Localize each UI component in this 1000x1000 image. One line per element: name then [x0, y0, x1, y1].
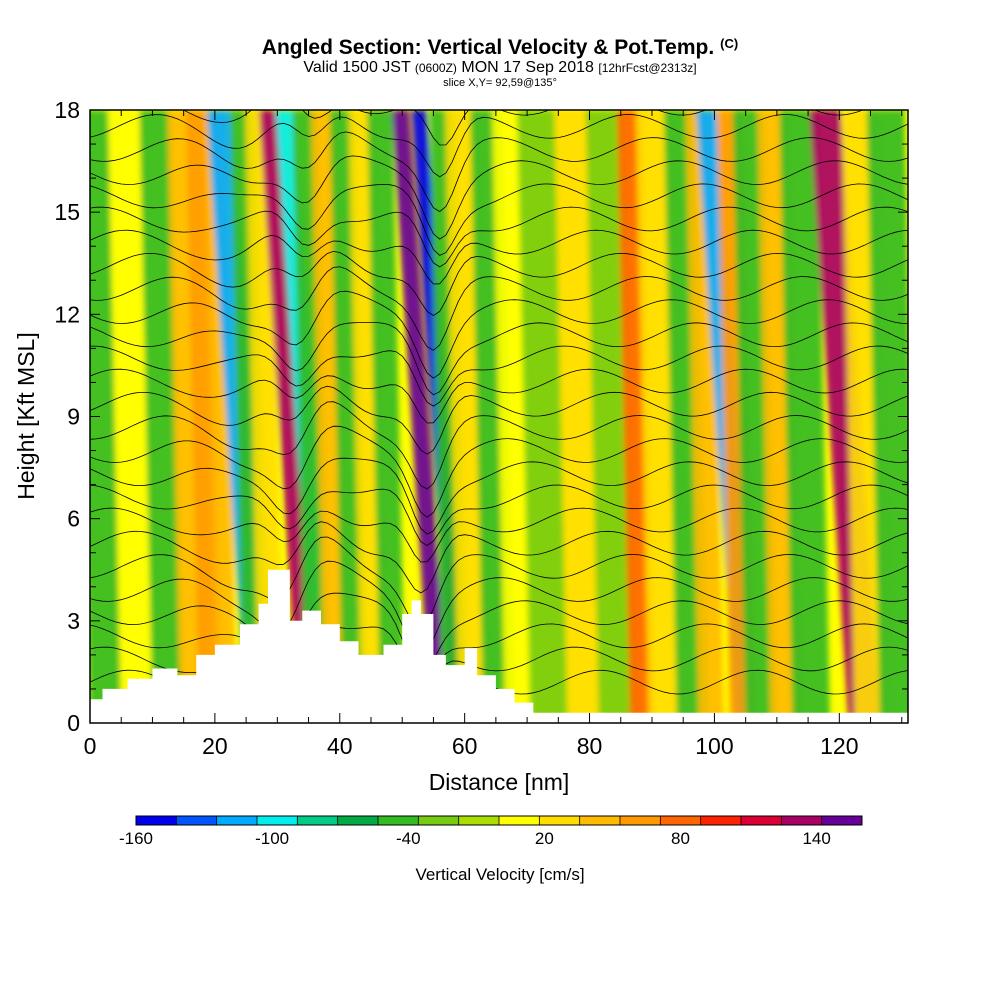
velocity-band-11	[292, 110, 331, 723]
isentrope-13	[90, 368, 908, 424]
x-tick-label: 100	[695, 733, 733, 759]
x-tick-label: 120	[820, 733, 858, 759]
chart-title: Angled Section: Vertical Velocity & Pot.…	[0, 36, 1000, 60]
colorbar-swatch	[136, 816, 177, 825]
slice-info: slice X,Y= 92,59@135°	[443, 77, 557, 89]
velocity-band-22	[517, 110, 568, 723]
isentrope-8	[90, 484, 908, 546]
velocity-band-25	[617, 110, 656, 723]
colorbar-swatch	[700, 816, 742, 825]
x-tick-label: 0	[84, 733, 97, 759]
velocity-band-1	[108, 110, 153, 723]
isentrope-6	[90, 521, 908, 594]
velocity-band-5	[204, 110, 237, 723]
y-tick-label: 9	[67, 404, 80, 430]
velocity-band-16	[391, 110, 449, 723]
colorbar-swatch	[176, 816, 218, 825]
colorbar-swatch	[660, 816, 702, 825]
colorbar-swatch	[821, 816, 863, 825]
colorbar-swatch	[216, 816, 258, 825]
velocity-band-15	[367, 110, 406, 723]
colorbar-label: -100	[255, 829, 289, 848]
pot-temp-contours	[90, 110, 908, 723]
colorbar-swatch	[257, 816, 298, 825]
velocity-band-8	[245, 110, 284, 723]
colorbar-label: 140	[802, 829, 830, 848]
y-tick-label: 15	[54, 199, 80, 225]
isentrope-5	[90, 536, 908, 629]
isentrope-21	[90, 183, 908, 256]
isentrope-25	[182, 110, 864, 146]
colorbar-swatch	[741, 816, 782, 825]
valid-utc: (0600Z)	[414, 61, 457, 75]
colorbar-label: 20	[535, 829, 554, 848]
y-tick-label: 18	[54, 97, 80, 123]
isentrope-22	[90, 155, 908, 240]
x-tick-label: 20	[202, 733, 228, 759]
colorbar-label: -40	[396, 829, 421, 848]
velocity-band-0	[90, 110, 122, 723]
isentrope-11	[90, 401, 908, 490]
velocity-band-36	[866, 110, 908, 723]
y-tick-label: 3	[67, 608, 80, 634]
velocity-band-12	[311, 110, 350, 723]
isentrope-15	[90, 322, 908, 396]
y-tick-label: 6	[67, 506, 80, 532]
isentrope-16	[90, 290, 908, 379]
isentrope-17	[90, 266, 908, 351]
colorbar-label: 80	[671, 829, 690, 848]
isentrope-12	[90, 385, 908, 455]
forecast-info: [12hrFcst@2313z]	[598, 61, 697, 75]
plot-area	[90, 110, 908, 723]
chart-title-text: Angled Section: Vertical Velocity & Pot.…	[261, 36, 715, 59]
colorbar-swatch	[499, 816, 540, 825]
colorbar-swatch	[539, 816, 581, 825]
colorbar-swatch	[418, 816, 460, 825]
colorbar-title: Vertical Velocity [cm/s]	[415, 865, 584, 884]
velocity-band-28	[685, 110, 724, 723]
isentrope-20	[90, 206, 908, 268]
x-axis: 0 20 40 60 80 100 120	[84, 110, 903, 759]
isentrope-3	[90, 592, 908, 674]
colorbar-swatch	[297, 816, 339, 825]
x-tick-label: 80	[577, 733, 603, 759]
colorbar-label: -160	[119, 829, 153, 848]
isentrope-23	[90, 131, 908, 213]
x-axis-label: Distance [nm]	[429, 769, 570, 795]
title-flag: (C)	[720, 36, 739, 51]
colorbar-swatch	[458, 816, 500, 825]
velocity-bands	[90, 110, 908, 723]
y-tick-label: 0	[67, 710, 80, 736]
colorbar-swatch	[579, 816, 621, 825]
isentrope-9	[90, 457, 908, 535]
isentrope-7	[90, 507, 908, 563]
isentrope-19	[90, 229, 908, 285]
x-tick-label: 60	[452, 733, 478, 759]
isentrope-4	[90, 560, 908, 657]
isentrope-10	[90, 425, 908, 518]
isentrope-2	[90, 623, 908, 686]
y-tick-label: 12	[54, 301, 80, 327]
y-axis: 0 3 6 9 12 15 18	[54, 97, 908, 736]
colorbar-swatch	[620, 816, 661, 825]
terrain	[90, 569, 908, 723]
x-tick-label: 40	[327, 733, 353, 759]
valid-time-line: Valid 1500 JST (0600Z) MON 17 Sep 2018 […	[0, 59, 1000, 77]
y-axis-label: Height [Kft MSL]	[13, 332, 39, 499]
colorbar-swatch	[378, 816, 419, 825]
colorbar: -160 -100 -40 20 80 140	[119, 815, 863, 848]
isentrope-18	[90, 250, 908, 316]
isentrope-24	[90, 113, 908, 178]
valid-prefix: Valid 1500 JST	[303, 59, 411, 76]
valid-date: MON 17 Sep 2018	[461, 59, 594, 76]
colorbar-swatch	[781, 816, 823, 825]
colorbar-swatch	[337, 816, 379, 825]
isentrope-14	[90, 345, 908, 407]
